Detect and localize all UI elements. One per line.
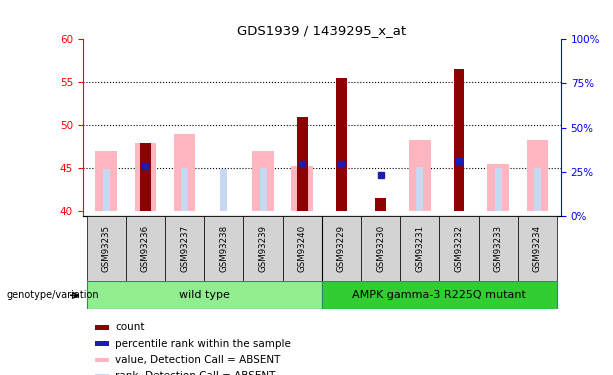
Bar <box>440 216 479 281</box>
Bar <box>103 169 110 211</box>
Text: GSM93231: GSM93231 <box>415 225 424 272</box>
Bar <box>283 216 322 281</box>
Text: GSM93236: GSM93236 <box>141 225 150 272</box>
Bar <box>174 134 196 212</box>
Bar <box>454 69 465 211</box>
Text: GSM93240: GSM93240 <box>298 225 306 272</box>
Bar <box>135 142 156 211</box>
Bar <box>165 216 204 281</box>
Bar <box>86 281 322 309</box>
Text: GSM93234: GSM93234 <box>533 225 542 272</box>
Bar <box>375 198 386 211</box>
Text: rank, Detection Call = ABSENT: rank, Detection Call = ABSENT <box>115 371 275 375</box>
Bar <box>243 216 283 281</box>
Bar <box>322 281 557 309</box>
Title: GDS1939 / 1439295_x_at: GDS1939 / 1439295_x_at <box>237 24 406 37</box>
Bar <box>361 216 400 281</box>
Bar <box>95 325 109 330</box>
Bar <box>204 216 243 281</box>
Text: percentile rank within the sample: percentile rank within the sample <box>115 339 291 349</box>
Bar <box>416 166 424 211</box>
Text: GSM93232: GSM93232 <box>454 225 463 272</box>
Bar <box>322 216 361 281</box>
Bar <box>409 140 430 212</box>
Bar <box>336 78 347 212</box>
Bar <box>253 151 274 211</box>
Bar <box>495 168 501 211</box>
Bar <box>400 216 440 281</box>
Bar <box>479 216 518 281</box>
Bar <box>95 341 109 346</box>
Text: AMPK gamma-3 R225Q mutant: AMPK gamma-3 R225Q mutant <box>352 290 527 300</box>
Text: GSM93237: GSM93237 <box>180 225 189 272</box>
Bar <box>96 151 117 211</box>
Bar <box>86 216 126 281</box>
Text: GSM93239: GSM93239 <box>259 225 267 272</box>
Text: genotype/variation: genotype/variation <box>6 290 99 300</box>
Text: wild type: wild type <box>179 290 230 300</box>
Bar <box>487 164 509 211</box>
Bar <box>140 142 151 211</box>
Bar <box>291 166 313 211</box>
Text: value, Detection Call = ABSENT: value, Detection Call = ABSENT <box>115 355 280 365</box>
Bar <box>220 169 227 211</box>
Bar <box>95 357 109 362</box>
Text: GSM93238: GSM93238 <box>219 225 229 272</box>
Text: GSM93230: GSM93230 <box>376 225 385 272</box>
Bar <box>527 140 548 212</box>
Bar <box>95 374 109 375</box>
Bar <box>297 117 308 212</box>
Text: GSM93233: GSM93233 <box>493 225 503 272</box>
Bar <box>534 168 541 211</box>
Text: GSM93235: GSM93235 <box>102 225 111 272</box>
Bar <box>126 216 165 281</box>
Bar <box>259 168 267 211</box>
Text: count: count <box>115 322 145 333</box>
Bar <box>518 216 557 281</box>
Text: GSM93229: GSM93229 <box>337 225 346 272</box>
Bar <box>181 168 188 211</box>
